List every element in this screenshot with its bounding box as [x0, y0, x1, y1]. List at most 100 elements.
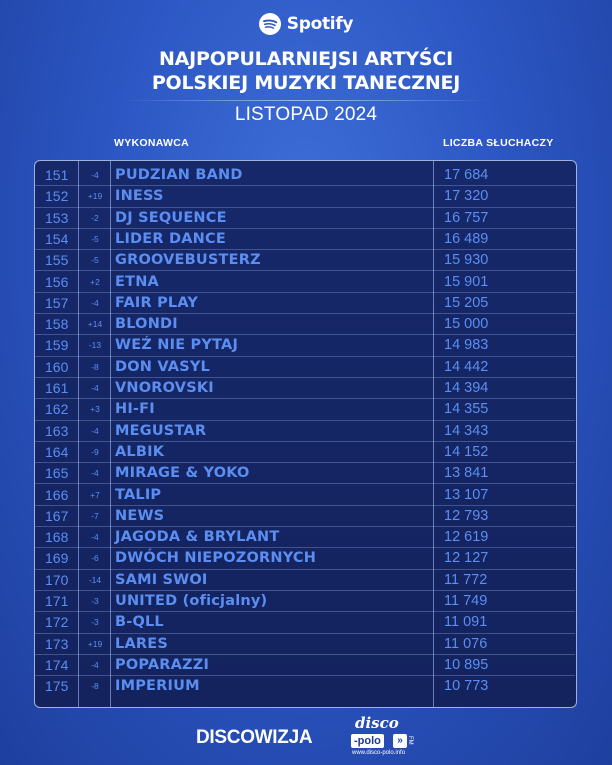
table-row: 152 +19 INESS 17 320 [35, 186, 575, 208]
rank-cell: 156 [45, 273, 69, 290]
rank-cell: 174 [45, 656, 69, 673]
page-subtitle: LISTOPAD 2024 [234, 104, 378, 125]
table-row: 157 -4 FAIR PLAY 15 205 [35, 293, 575, 315]
table-row: 158 +14 BLONDI 15 000 [35, 314, 575, 336]
row-divider [35, 270, 575, 272]
row-divider [35, 504, 575, 506]
table-row: 163 -4 MEGUSTAR 14 343 [35, 421, 575, 442]
artist-cell: HI-FI [115, 401, 155, 418]
row-divider [35, 632, 575, 634]
listeners-cell: 14 442 [444, 358, 489, 375]
table-row: 151 -4 PUDZIAN BAND 17 684 [35, 165, 575, 187]
change-cell: +19 [87, 191, 103, 202]
table-row: 154 -5 LIDER DANCE 16 489 [35, 229, 575, 251]
change-cell: -4 [91, 425, 99, 436]
change-cell: -14 [88, 574, 102, 585]
listeners-cell: 12 619 [444, 529, 489, 546]
rank-cell: 159 [45, 337, 69, 354]
column-header-artist: WYKONAWCA [114, 137, 190, 149]
artist-cell: DJ SEQUENCE [115, 209, 227, 226]
rank-cell: 162 [45, 401, 69, 418]
table-row: 160 -8 DON VASYL 14 442 [35, 357, 575, 378]
title-line-2: POLSKIEJ MUZYKI TANECZNEJ [151, 72, 461, 94]
artist-cell: IMPERIUM [115, 678, 200, 695]
listeners-cell: 13 841 [444, 465, 489, 482]
change-cell: -5 [91, 255, 99, 266]
rank-cell: 172 [45, 614, 69, 631]
change-cell: -4 [91, 383, 99, 393]
rank-cell: 163 [45, 422, 69, 439]
listeners-cell: 17 320 [444, 188, 489, 205]
artist-cell: BLONDI [115, 316, 178, 333]
table-row: 153 -2 DJ SEQUENCE 16 757 [35, 208, 575, 229]
change-cell: -7 [91, 510, 99, 521]
change-cell: -3 [91, 596, 99, 606]
ranking-table: 151 -4 PUDZIAN BAND 17 684 152 +19 INESS 17 320… [34, 160, 577, 708]
artist-cell: ETNA [115, 273, 159, 290]
row-divider [35, 376, 575, 378]
artist-cell: LIDER DANCE [115, 230, 226, 247]
table-row: 174 -4 POPARAZZI 10 895 [35, 655, 575, 677]
change-cell: +14 [87, 319, 103, 330]
disco-polo-logo: disco -polo » FM www.disco-polo.info [349, 714, 413, 760]
row-divider [35, 291, 575, 293]
change-cell: +19 [87, 638, 103, 649]
row-divider [35, 419, 575, 421]
rank-cell: 154 [45, 230, 69, 247]
row-divider [35, 355, 575, 357]
rank-cell: 168 [45, 529, 69, 546]
spotify-logo: Spotify [0, 13, 612, 35]
table-row: 165 -4 MIRAGE & YOKO 13 841 [35, 463, 575, 485]
title-line-1: NAJPOPULARNIEJSI ARTYŚCI [158, 48, 454, 70]
listeners-cell: 14 355 [444, 401, 489, 418]
row-divider [35, 483, 575, 485]
chevron-right-icon: » [393, 734, 407, 748]
rank-cell: 155 [45, 252, 69, 269]
table-row: 159 -13 WEŹ NIE PYTAJ 14 983 [35, 335, 575, 357]
rank-cell: 153 [45, 209, 69, 226]
disco-logo-url: www.disco-polo.info [352, 750, 406, 756]
row-divider [35, 589, 575, 591]
row-divider [35, 547, 575, 549]
table-row: 156 +2 ETNA 15 901 [35, 272, 575, 293]
listeners-cell: 14 983 [444, 337, 489, 354]
table-row: 155 -5 GROOVEBUSTERZ 15 930 [35, 250, 575, 272]
disco-logo-box: -polo [351, 734, 384, 748]
row-divider [35, 653, 575, 655]
rank-cell: 160 [45, 358, 69, 375]
row-divider [35, 206, 575, 208]
rank-cell: 152 [45, 188, 69, 205]
artist-cell: DON VASYL [115, 358, 210, 375]
artist-cell: LARES [115, 635, 168, 652]
row-divider [35, 611, 575, 613]
title-divider [120, 100, 492, 101]
row-divider [35, 568, 575, 570]
change-cell: -4 [91, 170, 99, 180]
listeners-cell: 11 076 [444, 635, 488, 652]
listeners-cell: 14 343 [444, 422, 489, 439]
rank-cell: 151 [45, 167, 69, 183]
artist-cell: FAIR PLAY [115, 294, 199, 311]
listeners-cell: 15 205 [444, 294, 489, 311]
rank-cell: 158 [45, 316, 69, 333]
table-row: 173 +19 LARES 11 076 [35, 634, 575, 655]
table-row: 172 -3 B-QLL 11 091 [35, 612, 575, 634]
table-row: 170 -14 SAMI SWOI 11 772 [35, 570, 575, 591]
artist-cell: WEŹ NIE PYTAJ [115, 337, 239, 354]
change-cell: -6 [91, 553, 99, 564]
change-cell: -3 [91, 617, 99, 628]
spotify-wordmark: Spotify [286, 14, 354, 34]
row-divider [35, 249, 575, 251]
artist-cell: SAMI SWOI [115, 571, 208, 588]
table-row: 175 -8 IMPERIUM 10 773 [35, 676, 575, 697]
row-divider [35, 334, 575, 336]
table-row: 164 -9 ALBIK 14 152 [35, 442, 575, 464]
change-cell: -13 [88, 340, 102, 351]
listeners-cell: 15 000 [444, 316, 489, 333]
artist-cell: UNITED (oficjalny) [115, 593, 268, 609]
artist-cell: JAGODA & BRYLANT [115, 529, 280, 546]
rank-cell: 171 [45, 593, 69, 609]
listeners-cell: 14 152 [444, 443, 489, 460]
artist-cell: DWÓCH NIEPOZORNYCH [115, 550, 317, 567]
rank-cell: 161 [45, 380, 69, 396]
